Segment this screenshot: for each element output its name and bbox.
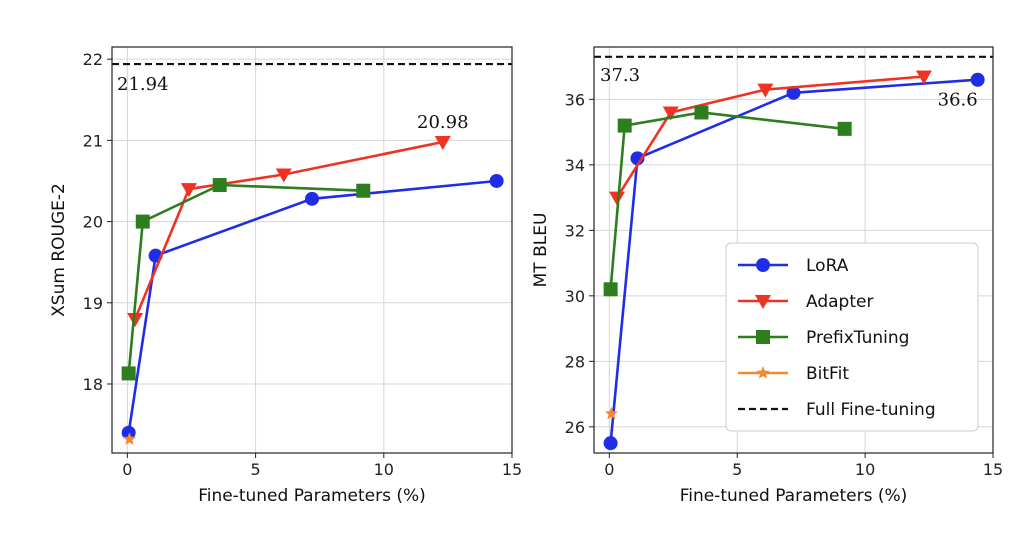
x-axis-title: Fine-tuned Parameters (%) bbox=[198, 486, 426, 506]
data-point-bitfit bbox=[122, 432, 137, 445]
legend-label-prefixtuning: PrefixTuning bbox=[806, 328, 909, 348]
x-tick-label: 10 bbox=[374, 460, 394, 479]
data-point-prefixtuning bbox=[837, 121, 852, 136]
y-tick-label: 22 bbox=[83, 50, 103, 69]
legend-marker-prefixtuning bbox=[756, 330, 770, 344]
data-point-prefixtuning bbox=[603, 282, 618, 297]
series-lora bbox=[121, 173, 504, 440]
x-tick-label: 5 bbox=[732, 460, 742, 479]
y-tick-label: 19 bbox=[83, 294, 103, 313]
plot-frame bbox=[111, 46, 513, 454]
plot-frame bbox=[593, 46, 994, 454]
data-point-prefixtuning bbox=[121, 366, 136, 381]
data-point-adapter bbox=[127, 313, 144, 328]
value-annotation: 20.98 bbox=[417, 112, 469, 133]
full-finetuning-annotation: 37.3 bbox=[600, 65, 640, 86]
data-point-bitfit bbox=[604, 406, 619, 420]
legend-marker-adapter bbox=[755, 295, 771, 309]
x-tick-label: 0 bbox=[122, 460, 132, 479]
legend-label-lora: LoRA bbox=[806, 256, 849, 276]
series-line-prefixtuning bbox=[127, 183, 364, 374]
full-finetuning-annotation: 21.94 bbox=[117, 74, 169, 95]
data-point-adapter bbox=[434, 136, 451, 151]
data-point-lora bbox=[121, 425, 136, 440]
data-point-prefixtuning bbox=[356, 183, 371, 198]
series-line-adapter bbox=[615, 75, 925, 199]
chart-xsum-rouge2: 0 5 10 15 18 19 20 21 22 Fine-tuned Parameters (%… bbox=[49, 46, 522, 506]
x-tick-label: 0 bbox=[604, 460, 614, 479]
y-axis-title: MT BLEU bbox=[531, 213, 551, 288]
series-prefixtuning bbox=[121, 178, 371, 381]
y-tick-label: 18 bbox=[83, 375, 103, 394]
series-line-prefixtuning bbox=[609, 111, 845, 290]
series-bitfit bbox=[122, 432, 137, 445]
data-point-lora bbox=[970, 72, 985, 87]
x-axis-title: Fine-tuned Parameters (%) bbox=[680, 486, 908, 506]
legend-label-full-fine-tuning: Full Fine-tuning bbox=[806, 400, 936, 420]
data-point-adapter bbox=[609, 191, 626, 206]
data-point-lora bbox=[305, 191, 319, 206]
data-point-adapter bbox=[915, 70, 932, 85]
data-point-lora bbox=[786, 85, 801, 100]
data-point-prefixtuning bbox=[135, 214, 150, 229]
series-line-lora bbox=[609, 78, 978, 444]
y-tick-label: 28 bbox=[565, 352, 585, 371]
data-point-prefixtuning bbox=[212, 178, 227, 193]
y-tick-label: 26 bbox=[565, 418, 585, 437]
y-axis-title: XSum ROUGE-2 bbox=[49, 183, 69, 317]
series-line-adapter bbox=[133, 140, 444, 320]
data-point-adapter bbox=[275, 168, 292, 183]
legend-label-bitfit: BitFit bbox=[806, 364, 849, 384]
x-tick-label: 10 bbox=[855, 460, 875, 479]
y-tick-label: 30 bbox=[565, 287, 585, 306]
series-line-lora bbox=[127, 179, 497, 433]
data-point-prefixtuning bbox=[617, 118, 632, 133]
value-annotation: 36.6 bbox=[938, 90, 978, 111]
series-adapter bbox=[127, 136, 451, 328]
data-point-prefixtuning bbox=[694, 105, 709, 120]
legend-label-adapter: Adapter bbox=[806, 292, 873, 312]
x-tick-label: 15 bbox=[983, 460, 1003, 479]
data-point-lora bbox=[489, 173, 504, 188]
chart-mt-bleu: 0 5 10 15 26 28 30 32 34 36 Fine-tuned Parameters … bbox=[531, 46, 1003, 506]
legend-marker-lora bbox=[756, 258, 770, 272]
y-tick-label: 32 bbox=[565, 221, 585, 240]
series-adapter bbox=[609, 70, 932, 206]
data-point-lora bbox=[603, 436, 618, 451]
data-point-adapter bbox=[757, 83, 774, 98]
series-bitfit bbox=[604, 406, 619, 420]
y-tick-label: 20 bbox=[83, 213, 103, 232]
data-point-adapter bbox=[662, 106, 679, 121]
y-tick-label: 34 bbox=[565, 156, 585, 175]
legend: LoRA Adapter PrefixTuning BitFit Full Fine-t… bbox=[725, 242, 979, 432]
x-tick-label: 15 bbox=[502, 460, 522, 479]
legend-box bbox=[725, 242, 979, 432]
x-tick-label: 5 bbox=[250, 460, 260, 479]
legend-marker-bitfit bbox=[756, 366, 770, 379]
data-point-adapter bbox=[180, 183, 197, 198]
series-prefixtuning bbox=[603, 105, 852, 297]
y-tick-label: 21 bbox=[83, 131, 103, 150]
y-tick-label: 36 bbox=[565, 90, 585, 109]
